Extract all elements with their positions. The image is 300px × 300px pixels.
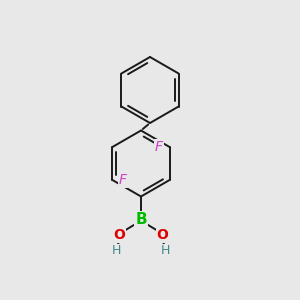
Text: O: O <box>157 228 169 242</box>
Text: B: B <box>135 212 147 227</box>
Text: H: H <box>161 244 170 257</box>
Text: H: H <box>112 244 121 257</box>
Text: F: F <box>155 140 163 154</box>
Text: O: O <box>113 228 125 242</box>
Text: F: F <box>119 173 127 187</box>
